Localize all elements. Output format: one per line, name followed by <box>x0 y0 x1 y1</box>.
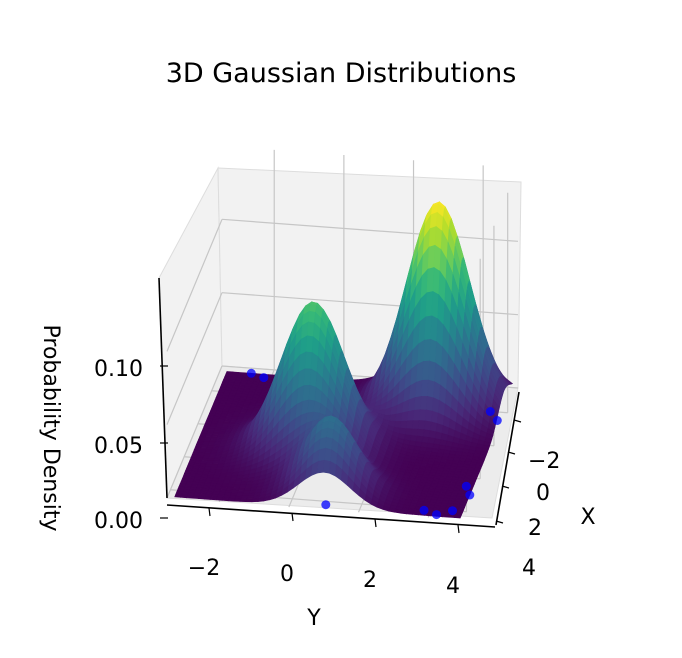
x-tick-mark <box>495 520 504 524</box>
scatter-point <box>321 500 331 510</box>
z-tick-label: 0.05 <box>94 434 143 459</box>
chart-title: 3D Gaussian Distributions <box>166 58 517 89</box>
y-tick-mark <box>457 524 460 534</box>
x-tick-label: −2 <box>528 449 560 474</box>
surface-plot <box>174 201 514 519</box>
x-tick-mark <box>501 485 510 489</box>
y-tick-label: −2 <box>188 556 220 581</box>
surface-patch <box>453 514 462 519</box>
x-tick-mark <box>513 419 522 423</box>
scatter-point <box>465 490 475 500</box>
grid-line <box>166 365 223 499</box>
x-tick-label: 4 <box>522 556 536 581</box>
z-axis-line <box>158 277 168 499</box>
grid-line <box>166 292 223 425</box>
z-tick-label: 0.00 <box>94 509 143 534</box>
y-tick-label: 4 <box>446 574 460 599</box>
y-tick-label: 2 <box>363 568 377 593</box>
scatter-point <box>461 481 471 491</box>
y-axis-line <box>166 504 496 528</box>
scatter-point <box>419 505 429 515</box>
x-tick-label: 2 <box>528 516 542 541</box>
scatter-point <box>448 506 457 516</box>
x-tick-mark <box>507 451 516 455</box>
y-axis-label: Y <box>306 606 321 631</box>
scatter-point <box>432 510 441 520</box>
scatter-points <box>246 368 502 520</box>
z-axis-label: Probability Density <box>38 325 63 532</box>
y-tick-mark <box>291 512 294 522</box>
x-axis-label: X <box>580 505 595 530</box>
scatter-point <box>485 407 495 416</box>
grid-line <box>221 218 519 242</box>
scatter-point <box>492 416 502 425</box>
scatter-point <box>259 373 269 383</box>
scatter-point <box>246 368 256 378</box>
z-tick-label: 0.10 <box>94 357 143 382</box>
x-axis-line <box>495 391 520 526</box>
y-tick-label: 0 <box>280 562 294 587</box>
x-tick-label: 0 <box>536 481 550 506</box>
y-tick-mark <box>374 518 377 528</box>
grid-line <box>166 219 223 352</box>
y-tick-mark <box>208 507 211 517</box>
